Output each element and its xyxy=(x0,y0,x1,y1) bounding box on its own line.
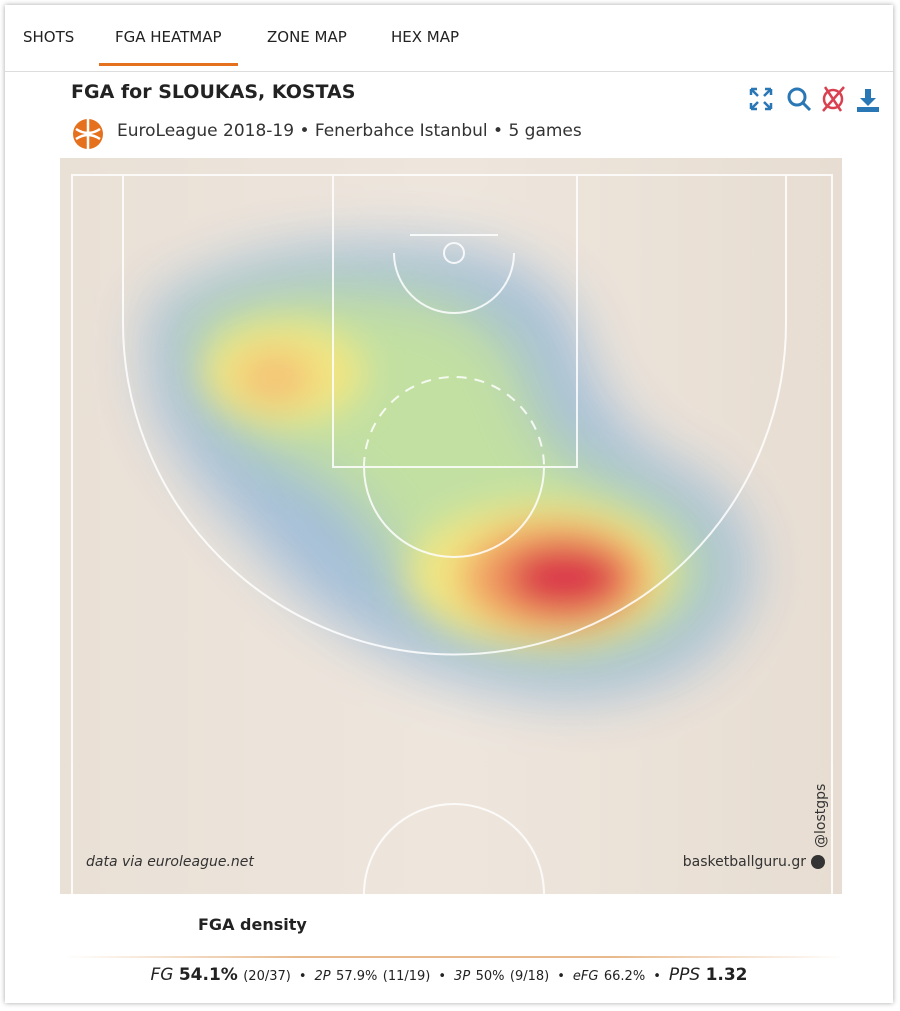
source-note: data via euroleague.net xyxy=(86,854,254,870)
stat-detail: (11/19) xyxy=(382,969,431,984)
download-icon[interactable] xyxy=(857,89,879,112)
stat: 3P 50% (9/18) xyxy=(454,965,549,985)
legend-label: FGA density xyxy=(198,915,307,934)
stat: 2P 57.9% (11/19) xyxy=(315,965,431,985)
stat-detail: (20/37) xyxy=(243,969,291,984)
ball-icon xyxy=(811,855,825,869)
league-logo xyxy=(73,119,103,149)
separator: • xyxy=(438,969,447,984)
chart-title: FGA for SLOUKAS, KOSTAS xyxy=(71,81,356,103)
expand-icon[interactable] xyxy=(749,87,773,111)
separator: • xyxy=(298,969,307,984)
toolbar xyxy=(749,86,879,112)
hide-icon[interactable] xyxy=(822,86,845,112)
tab[interactable]: HEX MAP xyxy=(391,28,460,46)
tab[interactable]: FGA HEATMAP xyxy=(99,28,238,66)
subtitle: EuroLeague 2018-19 • Fenerbahce Istanbul… xyxy=(117,121,582,141)
tab-bar: SHOTS FGA HEATMAP ZONE MAP HEX MAP xyxy=(5,5,893,72)
stat-label: 2P xyxy=(314,969,331,984)
separator: • xyxy=(557,969,565,984)
stat-value: 1.32 xyxy=(705,965,748,985)
heat-blobs xyxy=(150,244,751,698)
stat: eFG 66.2% xyxy=(573,965,645,985)
court-heatmap: data via euroleague.net basketballguru.g… xyxy=(60,158,842,894)
zoom-icon[interactable] xyxy=(787,87,812,112)
stat-value: 50% xyxy=(475,969,505,984)
stat-value: 57.9% xyxy=(336,969,378,984)
stat-label: eFG xyxy=(572,969,599,984)
stat-detail: (9/18) xyxy=(509,969,550,984)
site-note: basketballguru.gr xyxy=(683,854,806,870)
tab[interactable]: ZONE MAP xyxy=(267,28,347,46)
stats-line: FG 54.1% (20/37) • 2P 57.9% (11/19) • 3P 50%… xyxy=(5,965,893,985)
stat-label: 3P xyxy=(454,969,471,984)
tab[interactable]: SHOTS xyxy=(23,28,75,46)
handle-note: @lostgps xyxy=(813,784,829,848)
divider xyxy=(65,956,845,958)
separator: • xyxy=(653,969,661,984)
stat-label: PPS xyxy=(668,965,701,985)
court-lines xyxy=(71,174,833,894)
stat-value: 54.1% xyxy=(178,965,238,985)
stat-label: FG xyxy=(150,965,174,985)
stat-value: 66.2% xyxy=(603,969,646,984)
card: SHOTS FGA HEATMAP ZONE MAP HEX MAP FGA for … xyxy=(5,5,893,1003)
stat: FG 54.1% (20/37) xyxy=(150,965,290,985)
stat: PPS 1.32 xyxy=(669,965,748,985)
